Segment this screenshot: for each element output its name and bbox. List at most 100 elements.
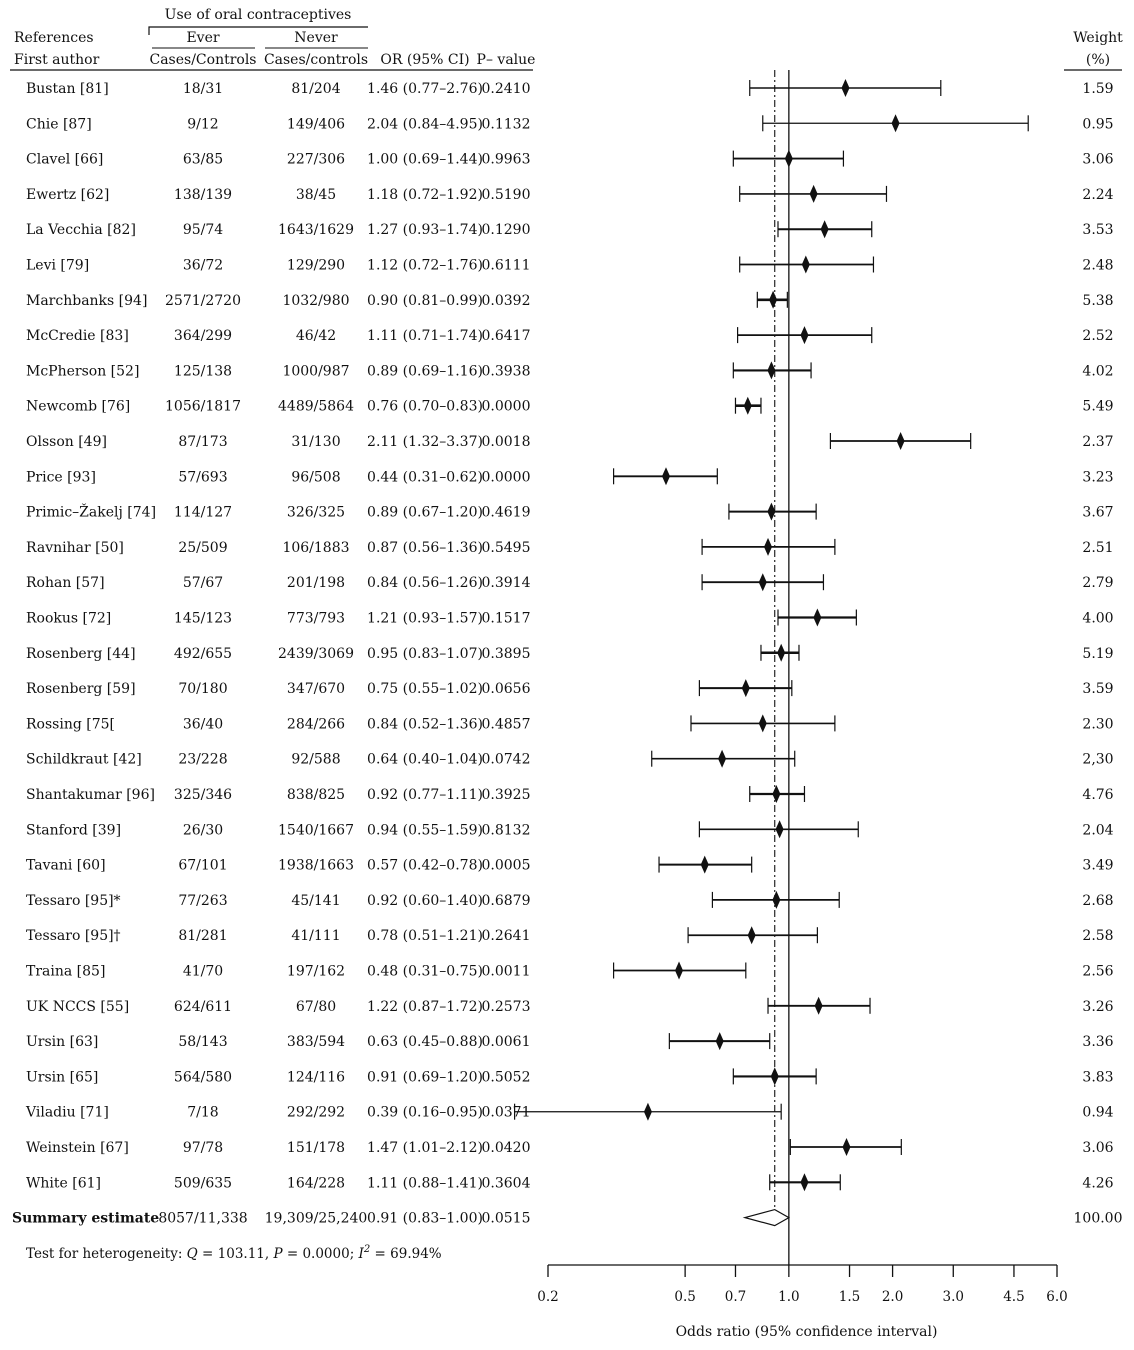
study-8-or-ci: 1.11 (0.71–1.74): [367, 328, 483, 344]
study-11-author: Olsson [49]: [26, 434, 107, 450]
study-32-author: White [61]: [26, 1175, 101, 1191]
study-2-ever: 9/12: [187, 116, 218, 132]
study-6-author: Levi [79]: [26, 258, 89, 274]
ever-sub-label: Cases/Controls: [150, 52, 257, 68]
study-7-author: Marchbanks [94]: [26, 293, 147, 309]
study-6-never: 129/290: [287, 258, 345, 274]
study-28-weight: 3.36: [1082, 1034, 1113, 1050]
study-25-point-diamond: [747, 926, 756, 945]
study-4-or-ci: 1.18 (0.72–1.92): [367, 187, 483, 203]
x-tick-label-9: 6.0: [1046, 1289, 1067, 1305]
study-26-never: 197/162: [287, 964, 345, 980]
x-axis-label: Odds ratio (95% confidence interval): [676, 1324, 938, 1340]
study-31-author: Weinstein [67]: [26, 1140, 129, 1156]
study-2-point-diamond: [891, 114, 900, 133]
study-20-or-ci: 0.64 (0.40–1.04): [367, 752, 483, 768]
study-17-or-ci: 0.95 (0.83–1.07): [367, 646, 483, 662]
study-19-never: 284/266: [287, 716, 345, 732]
study-8-p-value: 0.6417: [482, 328, 531, 344]
study-7-ever: 2571/2720: [165, 293, 241, 309]
study-6-point-diamond: [801, 255, 810, 274]
study-25-or-ci: 0.78 (0.51–1.21): [367, 928, 483, 944]
study-8-author: McCredie [83]: [26, 328, 129, 344]
study-24-point-diamond: [772, 890, 781, 909]
x-tick-label-5: 1.5: [839, 1289, 860, 1305]
study-14-or-ci: 0.87 (0.56–1.36): [367, 540, 483, 556]
study-25-ever: 81/281: [178, 928, 227, 944]
study-20-ever: 23/228: [178, 752, 227, 768]
study-1-author: Bustan [81]: [26, 81, 109, 97]
study-25-weight: 2.58: [1082, 928, 1113, 944]
study-21-p-value: 0.3925: [482, 787, 531, 803]
study-9-point-diamond: [767, 361, 776, 380]
study-8-weight: 2.52: [1082, 328, 1113, 344]
study-28-never: 383/594: [287, 1034, 345, 1050]
study-30-ever: 7/18: [187, 1105, 218, 1121]
study-24-ever: 77/263: [178, 893, 227, 909]
study-16-weight: 4.00: [1082, 611, 1113, 627]
study-26-point-diamond: [675, 961, 684, 980]
study-2-author: Chie [87]: [26, 116, 92, 132]
study-19-author: Rossing [75[: [26, 716, 115, 732]
study-17-never: 2439/3069: [278, 646, 354, 662]
study-31-weight: 3.06: [1082, 1140, 1113, 1156]
study-30-weight: 0.94: [1082, 1105, 1113, 1121]
or-label: OR (95% CI): [380, 52, 469, 68]
study-12-p-value: 0.0000: [482, 469, 531, 485]
study-1-or-ci: 1.46 (0.77–2.76): [367, 81, 483, 97]
group-bracket: [148, 26, 368, 35]
study-15-never: 201/198: [287, 575, 345, 591]
summary-never: 19,309/25,240: [265, 1211, 368, 1227]
study-5-p-value: 0.1290: [482, 222, 531, 238]
study-23-author: Tavani [60]: [26, 858, 106, 874]
study-21-author: Shantakumar [96]: [26, 787, 155, 803]
study-24-or-ci: 0.92 (0.60–1.40): [367, 893, 483, 909]
group-title: Use of oral contraceptives: [165, 7, 352, 23]
study-23-p-value: 0.0005: [482, 858, 531, 874]
het-prefix: Test for heterogeneity:: [26, 1246, 187, 1262]
study-13-author: Primic–Žakelj [74]: [26, 503, 156, 521]
study-21-never: 838/825: [287, 787, 345, 803]
study-5-never: 1643/1629: [278, 222, 354, 238]
study-16-point-diamond: [813, 608, 822, 627]
study-3-weight: 3.06: [1082, 152, 1113, 168]
ever-label: Ever: [186, 30, 219, 46]
study-2-p-value: 0.1132: [482, 116, 531, 132]
study-7-or-ci: 0.90 (0.81–0.99): [367, 293, 483, 309]
study-25-never: 41/111: [291, 928, 340, 944]
study-12-never: 96/508: [291, 469, 340, 485]
study-30-never: 292/292: [287, 1105, 345, 1121]
study-1-ever: 18/31: [183, 81, 223, 97]
study-27-never: 67/80: [296, 999, 336, 1015]
x-tick-label-6: 2.0: [882, 1289, 903, 1305]
study-4-author: Ewertz [62]: [26, 187, 109, 203]
study-12-point-diamond: [661, 467, 670, 486]
p-label: P– value: [477, 52, 536, 68]
x-tick-label-4: 1.0: [778, 1289, 799, 1305]
study-22-author: Stanford [39]: [26, 822, 121, 838]
study-20-p-value: 0.0742: [482, 752, 531, 768]
study-27-p-value: 0.2573: [482, 999, 531, 1015]
study-3-p-value: 0.9963: [482, 152, 531, 168]
study-28-p-value: 0.0061: [482, 1034, 531, 1050]
study-5-point-diamond: [820, 220, 829, 239]
study-18-author: Rosenberg [59]: [26, 681, 136, 697]
study-6-ever: 36/72: [183, 258, 223, 274]
study-4-p-value: 0.5190: [482, 187, 531, 203]
references-label: References: [14, 30, 94, 46]
study-29-point-diamond: [770, 1067, 779, 1086]
x-axis-ticks: 0.2 0.5 0.7 1.0 1.5 2.0 3.0 4.5 6.0: [537, 1265, 1068, 1305]
study-15-point-diamond: [758, 573, 767, 592]
study-26-or-ci: 0.48 (0.31–0.75): [367, 964, 483, 980]
summary-weight: 100.00: [1074, 1211, 1123, 1227]
study-18-point-diamond: [741, 679, 750, 698]
study-marks: [514, 79, 1029, 1227]
study-30-p-value: 0.0371: [482, 1105, 531, 1121]
study-26-p-value: 0.0011: [482, 964, 531, 980]
never-sub-label: Cases/controls: [264, 52, 368, 68]
study-29-ever: 564/580: [174, 1069, 232, 1085]
study-10-never: 4489/5864: [278, 399, 354, 415]
x-tick-label-1: 0.2: [537, 1289, 558, 1305]
study-16-p-value: 0.1517: [482, 611, 531, 627]
